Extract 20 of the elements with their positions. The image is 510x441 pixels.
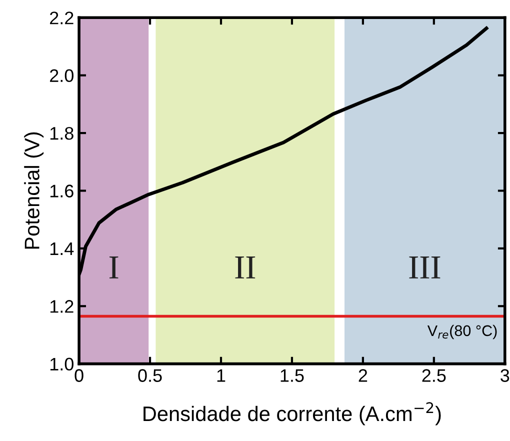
band-label: III (409, 256, 440, 278)
x-tick-label: 1.5 (280, 369, 304, 382)
x-tick-label: 0 (74, 369, 84, 382)
y-tick-label: 1.6 (50, 184, 74, 198)
x-tick-label: 3 (500, 369, 510, 382)
x-tick-label: 0.5 (138, 369, 162, 382)
y-tick-label: 1.4 (50, 242, 74, 255)
y-tick-label: 2.0 (50, 69, 74, 82)
ref-line-label: V$_{re}$(80 °C) (427, 324, 497, 340)
x-tick-label: 2.5 (422, 369, 446, 382)
x-tick-label: 2 (358, 369, 368, 382)
band-label: II (235, 256, 256, 278)
y-tick-label: 1.8 (50, 126, 74, 140)
band-label: I (109, 256, 118, 278)
y-tick-label: 1.0 (50, 358, 74, 371)
y-axis-title: Potencial (V) (24, 132, 44, 249)
x-axis-title: Densidade de corrente (A.cm$^{−2}$) (144, 402, 441, 426)
y-tick-label: 2.2 (50, 12, 74, 24)
x-tick-label: 1 (217, 369, 226, 382)
y-tick-label: 1.2 (50, 300, 74, 313)
